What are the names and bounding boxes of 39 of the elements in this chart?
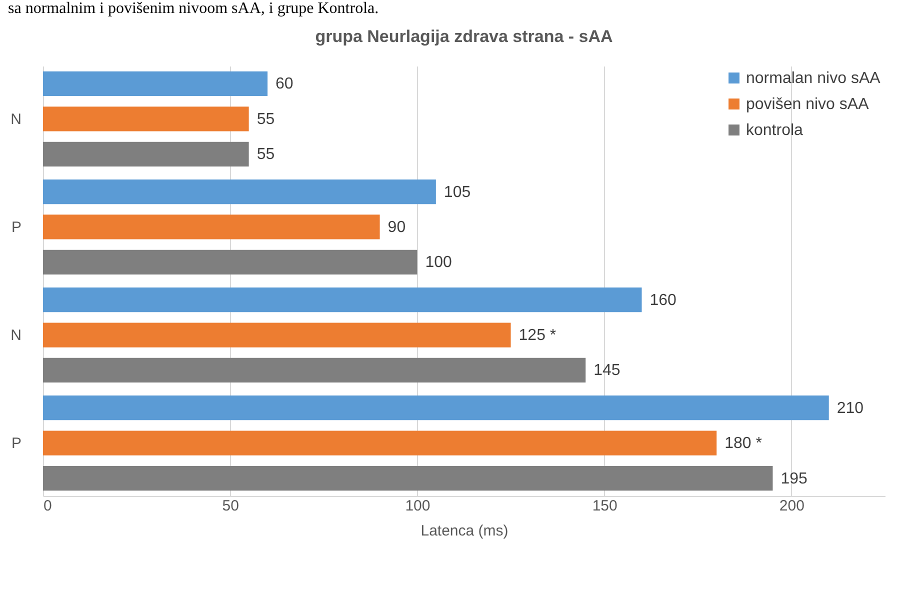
x-tick-label: 100 xyxy=(405,498,430,514)
data-label: 100 xyxy=(425,254,452,272)
data-label: 60 xyxy=(276,76,294,93)
legend-label: povišen nivo sAA xyxy=(746,96,870,113)
bar xyxy=(43,214,380,240)
x-axis-title: Latenca (ms) xyxy=(420,522,508,540)
bar xyxy=(43,466,773,491)
bar xyxy=(43,358,586,383)
bar xyxy=(43,396,829,420)
data-label: 145 xyxy=(594,362,620,380)
bar xyxy=(43,142,249,166)
bar xyxy=(43,179,436,204)
data-label: 180 * xyxy=(724,435,762,452)
text: sa normalnim i povišenim nivoom sAA, i grupe Kontrola. xyxy=(7,0,380,18)
legend-label: normalan nivo sAA xyxy=(746,70,881,87)
data-label: 55 xyxy=(256,146,275,164)
data-label: 195 xyxy=(780,470,808,488)
x-tick-label: 50 xyxy=(222,498,239,514)
data-label: 125 * xyxy=(518,327,556,344)
x-tick-label: 150 xyxy=(592,498,618,514)
y-tick-label: P xyxy=(11,218,22,236)
bar xyxy=(43,287,642,312)
x-tick-label: 200 xyxy=(779,498,804,514)
y-tick-label: P xyxy=(11,435,22,452)
data-label: 55 xyxy=(256,110,275,128)
y-tick-label: N xyxy=(10,327,22,344)
bar xyxy=(43,250,418,275)
bar xyxy=(43,106,249,132)
data-label: 210 xyxy=(836,400,864,417)
y-tick-label: N xyxy=(10,110,22,128)
chart-title: grupa Neurlagija zdrava strana - sAA xyxy=(315,27,613,46)
x-tick-label: 0 xyxy=(44,498,52,514)
data-label: 160 xyxy=(650,292,677,309)
data-label: 90 xyxy=(388,218,406,236)
legend-label: kontrola xyxy=(746,122,804,139)
bar xyxy=(43,430,717,456)
data-label: 105 xyxy=(444,184,471,201)
bar xyxy=(43,322,511,348)
bar xyxy=(43,71,268,96)
